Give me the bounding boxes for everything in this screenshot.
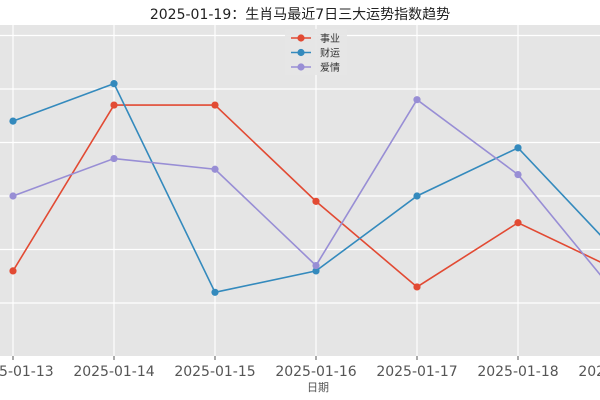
data-point bbox=[514, 171, 522, 179]
legend-label: 事业 bbox=[320, 32, 340, 45]
data-point bbox=[9, 117, 17, 125]
x-tick-label: 2025-01-13 bbox=[0, 364, 54, 380]
data-point bbox=[514, 219, 522, 227]
x-axis-label: 日期 bbox=[307, 381, 329, 394]
x-tick-label: 2025-01-18 bbox=[477, 364, 558, 380]
x-tick-label: 2025-01-14 bbox=[73, 364, 154, 380]
x-tick-label: 2025-01-15 bbox=[174, 364, 255, 380]
data-point bbox=[211, 288, 219, 296]
data-point bbox=[211, 165, 219, 173]
data-point bbox=[312, 197, 320, 205]
legend-marker bbox=[297, 48, 305, 57]
x-tick-label: 2025-01-17 bbox=[376, 364, 457, 380]
data-point bbox=[9, 267, 17, 275]
data-point bbox=[413, 283, 421, 291]
chart-title: 2025-01-19：生肖马最近7日三大运势指数趋势 bbox=[149, 7, 451, 23]
data-point bbox=[211, 101, 219, 109]
data-point bbox=[413, 96, 421, 104]
data-point bbox=[110, 80, 118, 88]
data-point bbox=[413, 192, 421, 200]
data-point bbox=[110, 154, 118, 163]
data-point bbox=[9, 192, 17, 200]
plot-area bbox=[0, 25, 600, 356]
data-point bbox=[312, 261, 320, 270]
legend-label: 财运 bbox=[320, 47, 340, 60]
legend-marker bbox=[297, 34, 305, 42]
legend-marker bbox=[297, 63, 305, 71]
x-tick-label: 2025-01-16 bbox=[275, 364, 356, 380]
legend-label: 爱情 bbox=[320, 61, 340, 74]
data-point bbox=[514, 144, 522, 152]
data-point bbox=[110, 101, 118, 109]
x-tick-label: 2025-01-19 bbox=[578, 364, 600, 380]
data-point bbox=[312, 267, 320, 275]
